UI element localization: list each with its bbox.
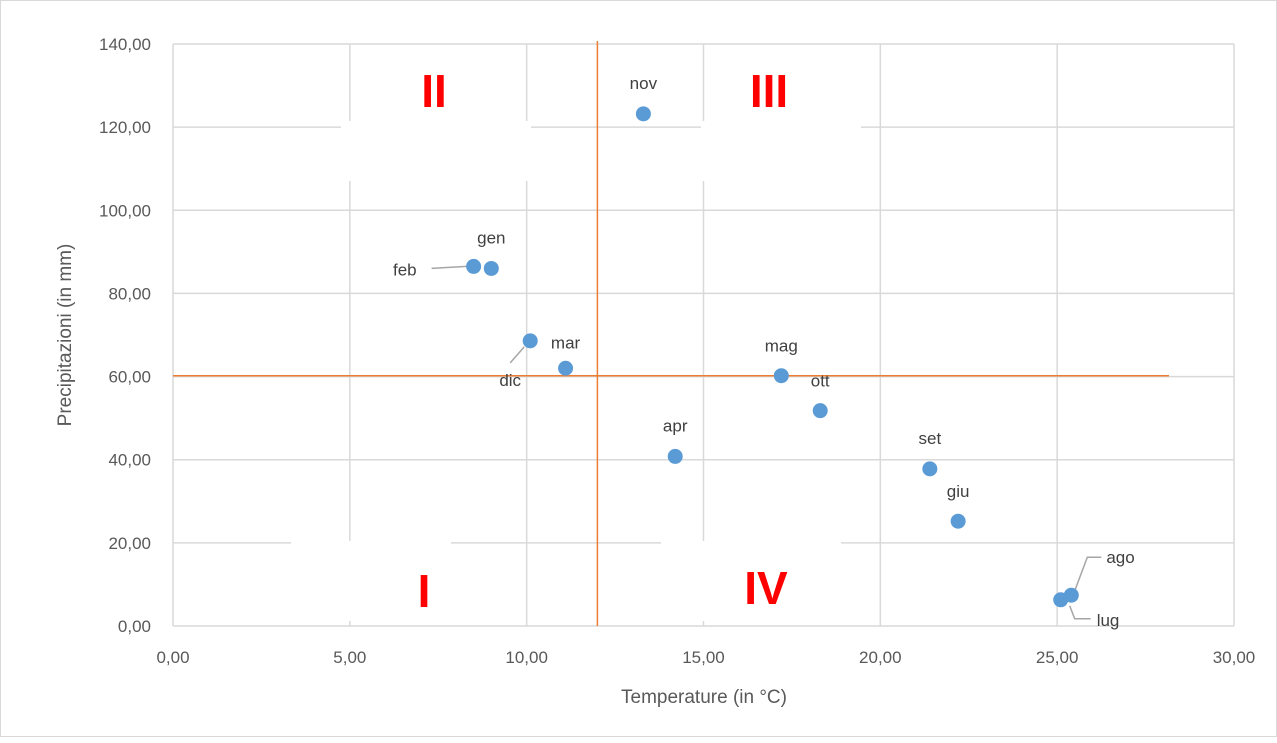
y-tick-label: 120,00 (99, 118, 151, 137)
data-point-ago (1063, 587, 1079, 603)
y-tick-label: 40,00 (108, 451, 151, 470)
data-label-giu: giu (947, 482, 970, 501)
y-tick-label: 0,00 (118, 617, 151, 636)
data-point-feb (466, 258, 482, 274)
leader-line-dic (509, 346, 525, 364)
x-tick-label: 25,00 (1036, 648, 1079, 667)
x-tick-label: 5,00 (333, 648, 366, 667)
label-background (701, 121, 861, 181)
data-label-dic: dic (499, 371, 521, 390)
quadrant-label: IV (744, 562, 788, 614)
data-label-gen: gen (477, 228, 505, 247)
data-label-ago: ago (1106, 548, 1134, 567)
y-tick-label: 100,00 (99, 201, 151, 220)
y-tick-labels: 0,00 20,00 40,00 60,00 80,00 100,00 120,00 140,… (99, 35, 151, 636)
label-background (661, 541, 841, 621)
data-label-mag: mag (765, 337, 798, 356)
data-label-nov: nov (630, 74, 658, 93)
data-point-gen (483, 260, 499, 276)
quadrant-label: III (750, 65, 788, 117)
data-point-mar (558, 360, 574, 376)
y-tick-label: 20,00 (108, 534, 151, 553)
x-tick-label: 30,00 (1213, 648, 1256, 667)
y-tick-label: 140,00 (99, 35, 151, 54)
x-tick-label: 15,00 (682, 648, 725, 667)
label-background (341, 121, 531, 181)
data-point-giu (950, 513, 966, 529)
data-label-ott: ott (811, 372, 830, 391)
data-labels: gen feb mar apr mag giu lug ago set ott nov dic (393, 74, 1135, 630)
data-point-dic (522, 333, 538, 349)
grid (172, 43, 1235, 627)
reference-lines (173, 41, 1169, 626)
data-label-lug: lug (1097, 611, 1120, 630)
data-point-nov (635, 106, 651, 122)
data-label-apr: apr (663, 416, 688, 435)
data-point-apr (667, 448, 683, 464)
leader-lines (431, 265, 1102, 620)
x-tick-label: 10,00 (505, 648, 548, 667)
data-label-set: set (919, 429, 942, 448)
y-axis-title: Precipitazioni (in mm) (55, 244, 76, 427)
leader-line-ago (1074, 556, 1102, 590)
label-background (291, 541, 451, 621)
quadrant-label: II (421, 65, 447, 117)
leader-line-lug (1069, 605, 1091, 620)
data-point-mag (773, 368, 789, 384)
data-point-set (922, 461, 938, 477)
y-tick-label: 60,00 (108, 368, 151, 387)
data-label-feb: feb (393, 260, 417, 279)
x-tick-label: 20,00 (859, 648, 902, 667)
data-label-mar: mar (551, 333, 581, 352)
x-tick-label: 0,00 (156, 648, 189, 667)
x-axis-title: Temperature (in °C) (621, 687, 787, 708)
x-tick-labels: 0,00 5,00 10,00 15,00 20,00 25,00 30,00 (156, 648, 1255, 667)
quadrant-label: I (418, 565, 431, 617)
data-points (466, 106, 1079, 608)
data-point-ott (812, 403, 828, 419)
y-tick-label: 80,00 (108, 284, 151, 303)
leader-line-feb (431, 265, 467, 270)
